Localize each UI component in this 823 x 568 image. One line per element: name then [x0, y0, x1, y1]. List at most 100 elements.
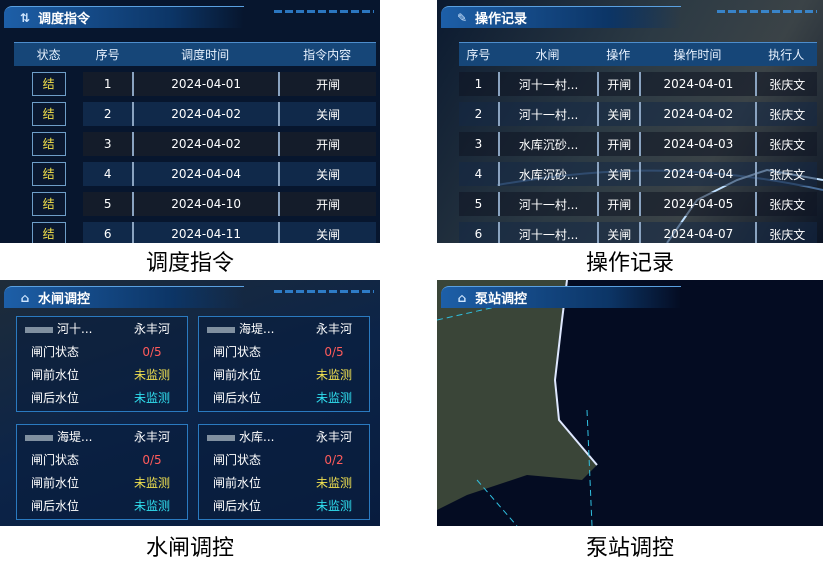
sluice-name: 海堤...: [239, 322, 275, 336]
status-badge[interactable]: 结: [31, 222, 66, 243]
table-row[interactable]: 4 水库沉砂... 关闸 2024-04-04 张庆文: [459, 162, 817, 186]
table-row[interactable]: 1 河十一村... 开闸 2024-04-01 张庆文: [459, 72, 817, 96]
gate-name: 水库沉砂...: [518, 137, 579, 152]
sluice-card[interactable]: 水库... 永丰河 闸门状态 0/2 闸前水位 未监测 闸后水位 未监测: [198, 424, 370, 520]
table-row[interactable]: 结 5 2024-04-10 开闸: [14, 192, 376, 216]
sluice-card[interactable]: 海堤... 永丰河 闸门状态 0/5 闸前水位 未监测 闸后水位 未监测: [16, 424, 188, 520]
row-number: 1: [474, 77, 483, 91]
sluice-name: 海堤...: [57, 430, 93, 444]
command: 关闸: [316, 227, 341, 242]
row-number: 4: [474, 167, 483, 181]
oplog-table: 序号 水闸 操作 操作时间 执行人 1 河十一村... 开闸 2024-04-01 张庆文 2 河十一…: [459, 36, 817, 243]
operation-time: 2024-04-01: [663, 77, 734, 91]
caption-dispatch: 调度指令: [145, 251, 234, 276]
command: 开闸: [316, 137, 341, 152]
operator: 张庆文: [769, 137, 806, 152]
row-number: 2: [474, 107, 483, 121]
table-row[interactable]: 6 河十一村... 关闸 2024-04-07 张庆文: [459, 222, 817, 243]
table-row[interactable]: 结 4 2024-04-04 关闸: [14, 162, 376, 186]
front-level-value: 未监测: [133, 476, 170, 490]
gate-name: 水库沉砂...: [518, 167, 579, 182]
operation: 关闸: [607, 107, 632, 122]
caption-pump: 泵站调控: [585, 536, 674, 561]
sluice-name: 河十...: [57, 322, 93, 336]
operator: 张庆文: [769, 107, 806, 122]
front-level-label: 闸前水位: [31, 368, 80, 382]
router-icon: ⌂: [20, 290, 30, 305]
status-cell: 结: [14, 222, 83, 243]
panel-title: 操作记录: [475, 12, 528, 27]
row-number: 2: [103, 107, 112, 121]
panel-title: 调度指令: [38, 12, 91, 27]
dispatch-time: 2024-04-10: [171, 197, 242, 211]
gate-status-label: 闸门状态: [31, 453, 80, 467]
router-icon: ⌂: [457, 290, 467, 305]
table-row[interactable]: 结 3 2024-04-02 开闸: [14, 132, 376, 156]
status-cell: 结: [14, 72, 83, 96]
back-level-label: 闸后水位: [31, 391, 80, 405]
dispatch-icon: ⇅: [19, 10, 31, 25]
redacted-text: [207, 434, 235, 441]
table-row[interactable]: 结 2 2024-04-02 关闸: [14, 102, 376, 126]
gate-status-value: 0/5: [142, 452, 162, 467]
command: 开闸: [316, 77, 341, 92]
back-level-label: 闸后水位: [213, 391, 262, 405]
gate-status-label: 闸门状态: [213, 345, 262, 359]
status-badge[interactable]: 结: [31, 72, 66, 96]
river-name: 永丰河: [133, 430, 170, 444]
row-number: 6: [474, 227, 483, 241]
status-badge[interactable]: 结: [31, 162, 66, 186]
status-badge[interactable]: 结: [31, 132, 66, 156]
column-header: 水闸: [497, 42, 598, 66]
column-header: 指令内容: [278, 42, 376, 66]
front-level-label: 闸前水位: [213, 368, 262, 382]
back-level-value: 未监测: [315, 391, 352, 405]
operation: 关闸: [607, 227, 632, 242]
row-number: 1: [103, 77, 112, 91]
redacted-text: [25, 434, 53, 441]
gate-name: 河十一村...: [518, 107, 579, 122]
panel-title: 泵站调控: [475, 292, 528, 307]
front-level-value: 未监测: [315, 368, 352, 382]
operation: 开闸: [607, 137, 632, 152]
row-number: 6: [103, 227, 112, 241]
status-cell: 结: [14, 102, 83, 126]
gate-name: 河十一村...: [518, 197, 579, 212]
column-header: 操作时间: [639, 42, 756, 66]
river-name: 永丰河: [133, 322, 170, 336]
column-header: 序号: [459, 42, 498, 66]
caption-oplog: 操作记录: [585, 251, 674, 276]
operation-time: 2024-04-03: [663, 137, 734, 151]
panel-title: 水闸调控: [38, 292, 91, 307]
column-header: 状态: [14, 42, 84, 66]
back-level-value: 未监测: [133, 391, 170, 405]
command: 关闸: [316, 107, 341, 122]
operator: 张庆文: [769, 77, 806, 92]
table-row[interactable]: 结 6 2024-04-11 关闸: [14, 222, 376, 243]
status-cell: 结: [14, 192, 83, 216]
table-row[interactable]: 2 河十一村... 关闸 2024-04-02 张庆文: [459, 102, 817, 126]
column-header: 序号: [83, 42, 133, 66]
status-badge[interactable]: 结: [31, 192, 66, 216]
table-row[interactable]: 5 河十一村... 开闸 2024-04-05 张庆文: [459, 192, 817, 216]
edit-icon: ✎: [456, 10, 468, 25]
back-level-label: 闸后水位: [31, 499, 80, 513]
sluice-card[interactable]: 河十... 永丰河 闸门状态 0/5 闸前水位 未监测 闸后水位 未监测: [16, 316, 188, 412]
row-number: 4: [103, 167, 112, 181]
gate-name: 河十一村...: [518, 227, 579, 242]
dispatch-time: 2024-04-11: [171, 227, 242, 241]
operator: 张庆文: [769, 167, 806, 182]
table-row[interactable]: 结 1 2024-04-01 开闸: [14, 72, 376, 96]
river-name: 永丰河: [315, 430, 352, 444]
pump-panel: ⌂ 泵站调控: [437, 280, 823, 526]
dispatch-table: 状态 序号 调度时间 指令内容结 1 2024-04-01 开闸结 2 2024-04-02 关闸…: [14, 36, 376, 243]
table-row[interactable]: 3 水库沉砂... 开闸 2024-04-03 张庆文: [459, 132, 817, 156]
back-level-label: 闸后水位: [213, 499, 262, 513]
river-name: 永丰河: [315, 322, 352, 336]
operation: 开闸: [607, 77, 632, 92]
sluice-card[interactable]: 海堤... 永丰河 闸门状态 0/5 闸前水位 未监测 闸后水位 未监测: [198, 316, 370, 412]
status-badge[interactable]: 结: [31, 102, 66, 126]
dispatch-time: 2024-04-01: [171, 77, 242, 91]
row-number: 3: [103, 137, 112, 151]
front-level-label: 闸前水位: [213, 476, 262, 490]
